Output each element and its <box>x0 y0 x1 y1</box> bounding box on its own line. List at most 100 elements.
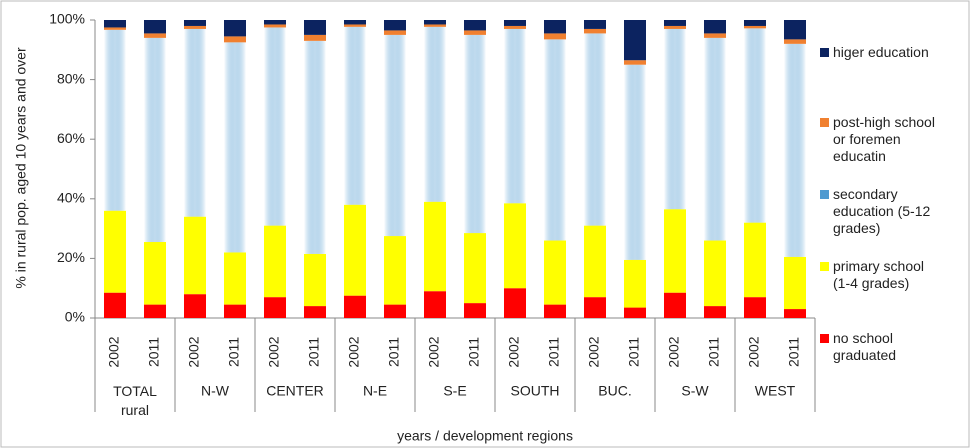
bar-segment <box>144 20 166 34</box>
bar-segment <box>104 29 126 211</box>
bar-segment <box>264 20 286 25</box>
bar-segment <box>504 25 526 29</box>
bar-segment <box>184 25 206 29</box>
bar-segment <box>584 20 606 29</box>
bar-segment <box>184 216 206 295</box>
x-tick-label: 2011 <box>786 337 802 367</box>
bar-segment <box>104 210 126 293</box>
bar-segment <box>384 304 406 318</box>
x-tick-label: 2011 <box>146 337 162 367</box>
bar-segment <box>224 42 246 253</box>
legend-label: primary school (1-4 grades) <box>833 258 925 291</box>
group-label: SOUTH <box>511 383 560 399</box>
legend-label: no school graduated <box>833 330 897 363</box>
bar-segment <box>704 306 726 318</box>
bar-segment <box>544 240 566 305</box>
group-label: N-E <box>363 383 387 399</box>
group-label: BUC. <box>598 383 631 399</box>
legend-item: primary school (1-4 grades) <box>820 258 938 292</box>
bar-segment <box>384 30 406 35</box>
bar-segment <box>504 20 526 26</box>
group-label: S-E <box>443 383 466 399</box>
bar-segment <box>264 225 286 298</box>
y-tick-label: 80% <box>57 70 85 86</box>
x-tick-label: 2011 <box>386 337 402 367</box>
x-tick-label: 2011 <box>546 337 562 367</box>
group-label: WEST <box>755 383 796 399</box>
bar-segment <box>664 209 686 293</box>
bar-segment <box>544 39 566 241</box>
x-tick-label: 2011 <box>466 337 482 367</box>
legend-swatch <box>820 48 829 57</box>
bar-segment <box>664 20 686 26</box>
bar-segment <box>584 225 606 298</box>
bar-segment <box>144 304 166 318</box>
bar-segment <box>544 20 566 34</box>
bar-segment <box>144 33 166 38</box>
x-tick-label: 2011 <box>626 337 642 367</box>
bar-segment <box>784 39 806 44</box>
bar-segment <box>544 33 566 40</box>
bar-segment <box>784 20 806 40</box>
bar-segment <box>464 34 486 234</box>
bar-segment <box>184 20 206 26</box>
bar-segment <box>664 25 686 29</box>
legend-swatch <box>820 262 829 271</box>
bar-segment <box>624 60 646 65</box>
y-axis-label: % in rural pop. aged 10 years and over <box>13 47 29 289</box>
bar-segment <box>624 20 646 61</box>
bar-segment <box>664 292 686 318</box>
bar-segment <box>464 303 486 318</box>
bar-segment <box>424 201 446 292</box>
bar-segment <box>424 26 446 202</box>
x-tick-label: 2002 <box>186 336 202 367</box>
legend-swatch <box>820 334 829 343</box>
bar-segment <box>664 28 686 210</box>
x-tick-label: 2002 <box>746 336 762 367</box>
bar-segment <box>624 64 646 260</box>
bar-segment <box>424 20 446 25</box>
y-tick-label: 60% <box>57 130 85 146</box>
legend-swatch <box>820 118 829 127</box>
bar-segment <box>384 34 406 237</box>
bar-segment <box>704 240 726 307</box>
bar-segment <box>104 292 126 318</box>
x-tick-label: 2002 <box>506 336 522 367</box>
x-tick-label: 2011 <box>306 337 322 367</box>
bar-segment <box>504 288 526 318</box>
bar-segment <box>464 20 486 31</box>
legend-label: secondary education (5-12 grades) <box>833 186 931 236</box>
bar-segment <box>184 294 206 318</box>
group-label: S-W <box>681 383 709 399</box>
bar-segment <box>584 297 606 318</box>
bar-segment <box>344 295 366 318</box>
x-tick-label: 2011 <box>706 337 722 367</box>
y-tick-label: 100% <box>49 11 85 27</box>
bar-segment <box>144 37 166 243</box>
bar-segment <box>304 306 326 318</box>
y-tick-label: 0% <box>65 309 85 325</box>
bar-segment <box>264 24 286 28</box>
group-label: CENTER <box>266 383 324 399</box>
bar-segment <box>384 20 406 31</box>
bar-segment <box>224 252 246 305</box>
bar-segment <box>384 236 406 305</box>
bar-segment <box>544 304 566 318</box>
bar-segment <box>744 297 766 318</box>
bar-segment <box>224 36 246 43</box>
bar-segment <box>784 43 806 257</box>
bar-segment <box>104 20 126 28</box>
bar-segment <box>504 203 526 289</box>
bar-segment <box>344 204 366 296</box>
bar-segment <box>784 309 806 318</box>
x-tick-label: 2011 <box>226 337 242 367</box>
x-tick-label: 2002 <box>266 336 282 367</box>
bar-segment <box>224 304 246 318</box>
bar-segment <box>504 28 526 204</box>
y-tick-label: 40% <box>57 190 85 206</box>
bar-segment <box>144 242 166 305</box>
bar-segment <box>104 27 126 30</box>
legend-item: secondary education (5-12 grades) <box>820 186 938 237</box>
bar-segment <box>584 28 606 34</box>
